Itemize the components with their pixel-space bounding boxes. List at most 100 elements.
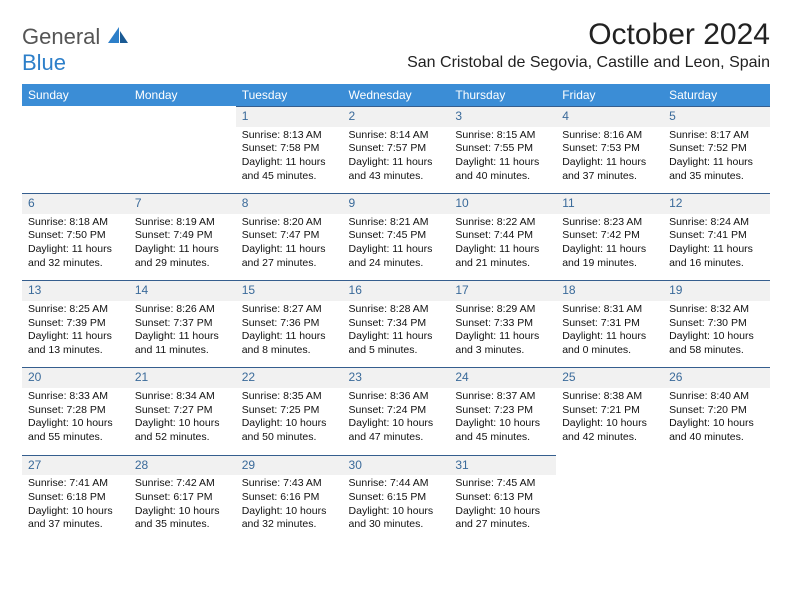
sunset-line: Sunset: 7:44 PM: [455, 229, 550, 243]
calendar-day-cell: .: [556, 455, 663, 542]
sunrise-line: Sunrise: 8:18 AM: [28, 216, 123, 230]
sunset-line: Sunset: 6:13 PM: [455, 491, 550, 505]
sunrise-line: Sunrise: 8:32 AM: [669, 303, 764, 317]
sunrise-line: Sunrise: 8:31 AM: [562, 303, 657, 317]
sunrise-line: Sunrise: 7:44 AM: [349, 477, 444, 491]
calendar-day-cell: 26Sunrise: 8:40 AMSunset: 7:20 PMDayligh…: [663, 367, 770, 454]
day-details: Sunrise: 8:35 AMSunset: 7:25 PMDaylight:…: [236, 388, 343, 455]
sunrise-line: Sunrise: 8:14 AM: [349, 129, 444, 143]
sunrise-line: Sunrise: 8:16 AM: [562, 129, 657, 143]
brand-logo: General Blue: [22, 24, 129, 76]
sail-icon: [107, 26, 129, 44]
daylight-line: Daylight: 10 hours and 40 minutes.: [669, 417, 764, 444]
day-details: Sunrise: 7:43 AMSunset: 6:16 PMDaylight:…: [236, 475, 343, 542]
calendar-day-cell: 23Sunrise: 8:36 AMSunset: 7:24 PMDayligh…: [343, 367, 450, 454]
day-details: Sunrise: 8:22 AMSunset: 7:44 PMDaylight:…: [449, 214, 556, 281]
sunrise-line: Sunrise: 8:13 AM: [242, 129, 337, 143]
day-number: 1: [236, 106, 343, 127]
daylight-line: Daylight: 11 hours and 27 minutes.: [242, 243, 337, 270]
month-title: October 2024: [407, 18, 770, 52]
calendar-day-cell: 2Sunrise: 8:14 AMSunset: 7:57 PMDaylight…: [343, 106, 450, 193]
day-details: Sunrise: 8:36 AMSunset: 7:24 PMDaylight:…: [343, 388, 450, 455]
calendar-day-cell: 10Sunrise: 8:22 AMSunset: 7:44 PMDayligh…: [449, 193, 556, 280]
brand-line2: Blue: [22, 50, 66, 75]
sunrise-line: Sunrise: 8:20 AM: [242, 216, 337, 230]
sunset-line: Sunset: 7:28 PM: [28, 404, 123, 418]
weekday-header: Friday: [556, 84, 663, 106]
sunrise-line: Sunrise: 8:26 AM: [135, 303, 230, 317]
sunset-line: Sunset: 7:55 PM: [455, 142, 550, 156]
calendar-day-cell: 24Sunrise: 8:37 AMSunset: 7:23 PMDayligh…: [449, 367, 556, 454]
daylight-line: Daylight: 10 hours and 52 minutes.: [135, 417, 230, 444]
calendar-day-cell: 9Sunrise: 8:21 AMSunset: 7:45 PMDaylight…: [343, 193, 450, 280]
sunrise-line: Sunrise: 8:28 AM: [349, 303, 444, 317]
day-details: Sunrise: 8:38 AMSunset: 7:21 PMDaylight:…: [556, 388, 663, 455]
sunrise-line: Sunrise: 8:36 AM: [349, 390, 444, 404]
calendar-thead: SundayMondayTuesdayWednesdayThursdayFrid…: [22, 84, 770, 106]
day-details: Sunrise: 8:26 AMSunset: 7:37 PMDaylight:…: [129, 301, 236, 368]
day-number: 20: [22, 367, 129, 388]
calendar-week-row: 20Sunrise: 8:33 AMSunset: 7:28 PMDayligh…: [22, 367, 770, 454]
daylight-line: Daylight: 11 hours and 5 minutes.: [349, 330, 444, 357]
day-number: 10: [449, 193, 556, 214]
daylight-line: Daylight: 10 hours and 50 minutes.: [242, 417, 337, 444]
day-details: Sunrise: 8:37 AMSunset: 7:23 PMDaylight:…: [449, 388, 556, 455]
daylight-line: Daylight: 10 hours and 32 minutes.: [242, 505, 337, 532]
day-details: Sunrise: 8:34 AMSunset: 7:27 PMDaylight:…: [129, 388, 236, 455]
calendar-day-cell: 7Sunrise: 8:19 AMSunset: 7:49 PMDaylight…: [129, 193, 236, 280]
sunrise-line: Sunrise: 8:15 AM: [455, 129, 550, 143]
daylight-line: Daylight: 11 hours and 35 minutes.: [669, 156, 764, 183]
day-number: 23: [343, 367, 450, 388]
calendar-day-cell: 21Sunrise: 8:34 AMSunset: 7:27 PMDayligh…: [129, 367, 236, 454]
day-details: Sunrise: 7:42 AMSunset: 6:17 PMDaylight:…: [129, 475, 236, 542]
sunrise-line: Sunrise: 7:42 AM: [135, 477, 230, 491]
calendar-day-cell: 12Sunrise: 8:24 AMSunset: 7:41 PMDayligh…: [663, 193, 770, 280]
day-details: Sunrise: 8:20 AMSunset: 7:47 PMDaylight:…: [236, 214, 343, 281]
sunrise-line: Sunrise: 8:34 AM: [135, 390, 230, 404]
day-number: 29: [236, 455, 343, 476]
day-number: 24: [449, 367, 556, 388]
sunset-line: Sunset: 7:49 PM: [135, 229, 230, 243]
calendar-week-row: 27Sunrise: 7:41 AMSunset: 6:18 PMDayligh…: [22, 455, 770, 542]
daylight-line: Daylight: 10 hours and 45 minutes.: [455, 417, 550, 444]
daylight-line: Daylight: 11 hours and 24 minutes.: [349, 243, 444, 270]
calendar-week-row: 13Sunrise: 8:25 AMSunset: 7:39 PMDayligh…: [22, 280, 770, 367]
calendar-day-cell: 14Sunrise: 8:26 AMSunset: 7:37 PMDayligh…: [129, 280, 236, 367]
sunset-line: Sunset: 7:45 PM: [349, 229, 444, 243]
day-details: Sunrise: 8:23 AMSunset: 7:42 PMDaylight:…: [556, 214, 663, 281]
day-number: 31: [449, 455, 556, 476]
sunrise-line: Sunrise: 8:38 AM: [562, 390, 657, 404]
brand-text: General Blue: [22, 24, 129, 76]
calendar-day-cell: 3Sunrise: 8:15 AMSunset: 7:55 PMDaylight…: [449, 106, 556, 193]
calendar-day-cell: .: [663, 455, 770, 542]
day-number: 7: [129, 193, 236, 214]
day-details: Sunrise: 7:45 AMSunset: 6:13 PMDaylight:…: [449, 475, 556, 542]
sunset-line: Sunset: 7:37 PM: [135, 317, 230, 331]
sunset-line: Sunset: 7:20 PM: [669, 404, 764, 418]
sunrise-line: Sunrise: 8:17 AM: [669, 129, 764, 143]
daylight-line: Daylight: 11 hours and 45 minutes.: [242, 156, 337, 183]
title-block: October 2024 San Cristobal de Segovia, C…: [407, 18, 770, 72]
calendar-day-cell: 16Sunrise: 8:28 AMSunset: 7:34 PMDayligh…: [343, 280, 450, 367]
weekday-header: Thursday: [449, 84, 556, 106]
daylight-line: Daylight: 10 hours and 35 minutes.: [135, 505, 230, 532]
sunset-line: Sunset: 7:57 PM: [349, 142, 444, 156]
day-number: 27: [22, 455, 129, 476]
weekday-row: SundayMondayTuesdayWednesdayThursdayFrid…: [22, 84, 770, 106]
calendar-day-cell: 4Sunrise: 8:16 AMSunset: 7:53 PMDaylight…: [556, 106, 663, 193]
daylight-line: Daylight: 10 hours and 47 minutes.: [349, 417, 444, 444]
daylight-line: Daylight: 10 hours and 55 minutes.: [28, 417, 123, 444]
calendar-day-cell: 29Sunrise: 7:43 AMSunset: 6:16 PMDayligh…: [236, 455, 343, 542]
day-number: 6: [22, 193, 129, 214]
sunset-line: Sunset: 6:16 PM: [242, 491, 337, 505]
day-number: 2: [343, 106, 450, 127]
sunrise-line: Sunrise: 8:33 AM: [28, 390, 123, 404]
day-details: Sunrise: 8:24 AMSunset: 7:41 PMDaylight:…: [663, 214, 770, 281]
day-details: Sunrise: 8:14 AMSunset: 7:57 PMDaylight:…: [343, 127, 450, 194]
sunrise-line: Sunrise: 7:45 AM: [455, 477, 550, 491]
sunset-line: Sunset: 7:36 PM: [242, 317, 337, 331]
sunset-line: Sunset: 7:50 PM: [28, 229, 123, 243]
sunset-line: Sunset: 6:18 PM: [28, 491, 123, 505]
day-number: 26: [663, 367, 770, 388]
day-details: Sunrise: 7:44 AMSunset: 6:15 PMDaylight:…: [343, 475, 450, 542]
